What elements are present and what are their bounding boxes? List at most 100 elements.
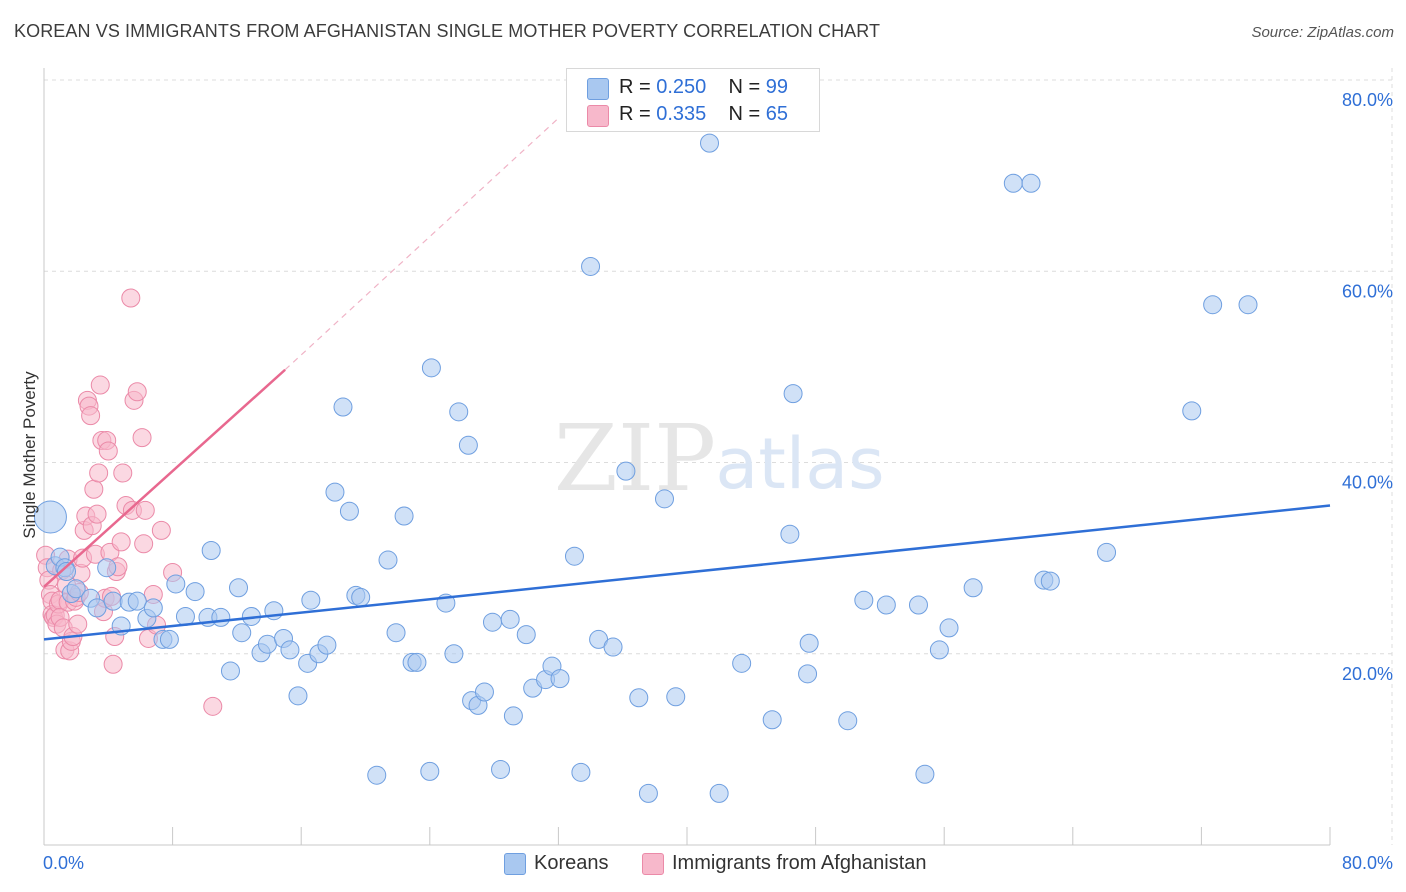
korean-point: [482, 612, 502, 632]
legend-swatch-afghan: [587, 105, 609, 127]
afghan-point: [87, 504, 107, 524]
bottom-legend-swatch-afghan: [642, 853, 664, 875]
korean-point: [571, 762, 591, 782]
korean-point: [143, 598, 163, 618]
korean-point: [159, 629, 179, 649]
korean-point: [798, 664, 818, 684]
korean-point: [339, 501, 359, 521]
afghan-point: [81, 406, 101, 426]
afghan-point: [132, 428, 152, 448]
legend-korean-n-label: N =: [728, 76, 766, 98]
korean-point: [516, 625, 536, 645]
korean-point: [378, 550, 398, 570]
stats-legend: R = 0.250 N = 99 R = 0.335 N = 65: [566, 68, 820, 132]
afghan-point: [151, 520, 171, 540]
trend-lines: [43, 117, 1331, 641]
korean-point: [325, 482, 345, 502]
legend-swatch-korean: [587, 78, 609, 100]
korean-point: [367, 765, 387, 785]
source-label: Source: ZipAtlas.com: [1251, 24, 1394, 41]
korean-point: [939, 618, 959, 638]
korean-point: [854, 590, 874, 610]
korean-point: [420, 761, 440, 781]
korean-point: [444, 644, 464, 664]
bottom-legend-label-afghan: Immigrants from Afghanistan: [672, 852, 927, 874]
korean-point: [87, 598, 107, 618]
afghan-point: [68, 614, 88, 634]
korean-point: [963, 578, 983, 598]
korean-points: [33, 133, 1258, 803]
legend-korean-r-value: 0.250: [656, 76, 707, 98]
y-tick-label: 80.0%: [1342, 90, 1393, 110]
korean-point: [603, 637, 623, 657]
y-tick-label: 60.0%: [1342, 281, 1393, 301]
korean-point: [333, 397, 353, 417]
korean-point: [666, 687, 686, 707]
afghan-point: [103, 654, 123, 674]
afghan-point: [111, 532, 131, 552]
korean-point: [491, 759, 511, 779]
watermark-zip: ZIP: [554, 405, 716, 512]
legend-afghan-r-label: R =: [619, 103, 657, 125]
korean-point: [503, 706, 523, 726]
tick-labels: 20.0% 40.0% 60.0% 80.0% 0.0% 80.0%: [43, 90, 1393, 873]
afghan-point: [135, 500, 155, 520]
afghan-point: [203, 696, 223, 716]
korean-point: [700, 133, 720, 153]
axes: [43, 68, 1331, 846]
chart-title: KOREAN VS IMMIGRANTS FROM AFGHANISTAN SI…: [14, 21, 881, 41]
korean-point: [229, 578, 249, 598]
korean-point: [97, 558, 117, 578]
korean-point: [421, 358, 441, 378]
korean-point: [1040, 571, 1060, 591]
korean-point: [166, 574, 186, 594]
legend-afghan-n-label: N =: [728, 103, 766, 125]
korean-point: [709, 783, 729, 803]
bottom-legend-label-korean: Koreans: [534, 852, 609, 874]
afghan-point: [98, 441, 118, 461]
korean-point: [500, 609, 520, 629]
korean-point: [220, 661, 240, 681]
korean-point: [386, 623, 406, 643]
korean-point: [838, 711, 858, 731]
afghan-point: [90, 375, 110, 395]
korean-point: [915, 764, 935, 784]
korean-point: [175, 606, 195, 626]
korean-point: [57, 562, 77, 582]
legend-afghan-r-value: 0.335: [656, 103, 707, 125]
korean-point: [564, 546, 584, 566]
korean-point: [1003, 173, 1023, 193]
legend-korean-n-value: 99: [765, 76, 789, 98]
korean-point: [474, 682, 494, 702]
watermark: ZIP atlas: [554, 405, 885, 512]
korean-point: [66, 579, 86, 599]
korean-point: [127, 591, 147, 611]
korean-point: [1203, 295, 1223, 315]
korean-point: [929, 640, 949, 660]
korean-point: [1021, 173, 1041, 193]
x-tick-label: 80.0%: [1342, 853, 1393, 873]
afghan-point: [89, 463, 109, 483]
korean-point: [232, 623, 252, 643]
korean-point: [1238, 295, 1258, 315]
korean-point: [103, 591, 123, 611]
korean-point: [762, 710, 782, 730]
korean-point: [317, 635, 337, 655]
y-tick-label: 20.0%: [1342, 664, 1393, 684]
afghan-point: [121, 288, 141, 308]
y-tick-label: 40.0%: [1342, 473, 1393, 493]
afghan-points: [36, 288, 223, 716]
korean-trend-line: [43, 504, 1331, 641]
korean-point: [780, 524, 800, 544]
afghan-trend-line: [43, 368, 286, 588]
watermark-atlas: atlas: [715, 423, 884, 505]
korean-point: [211, 607, 231, 627]
afghan-point: [84, 479, 104, 499]
korean-point: [394, 506, 414, 526]
afghan-point: [127, 382, 147, 402]
korean-point: [732, 653, 752, 673]
legend-afghan-n-value: 65: [765, 103, 789, 125]
korean-point: [301, 590, 321, 610]
korean-point: [783, 384, 803, 404]
